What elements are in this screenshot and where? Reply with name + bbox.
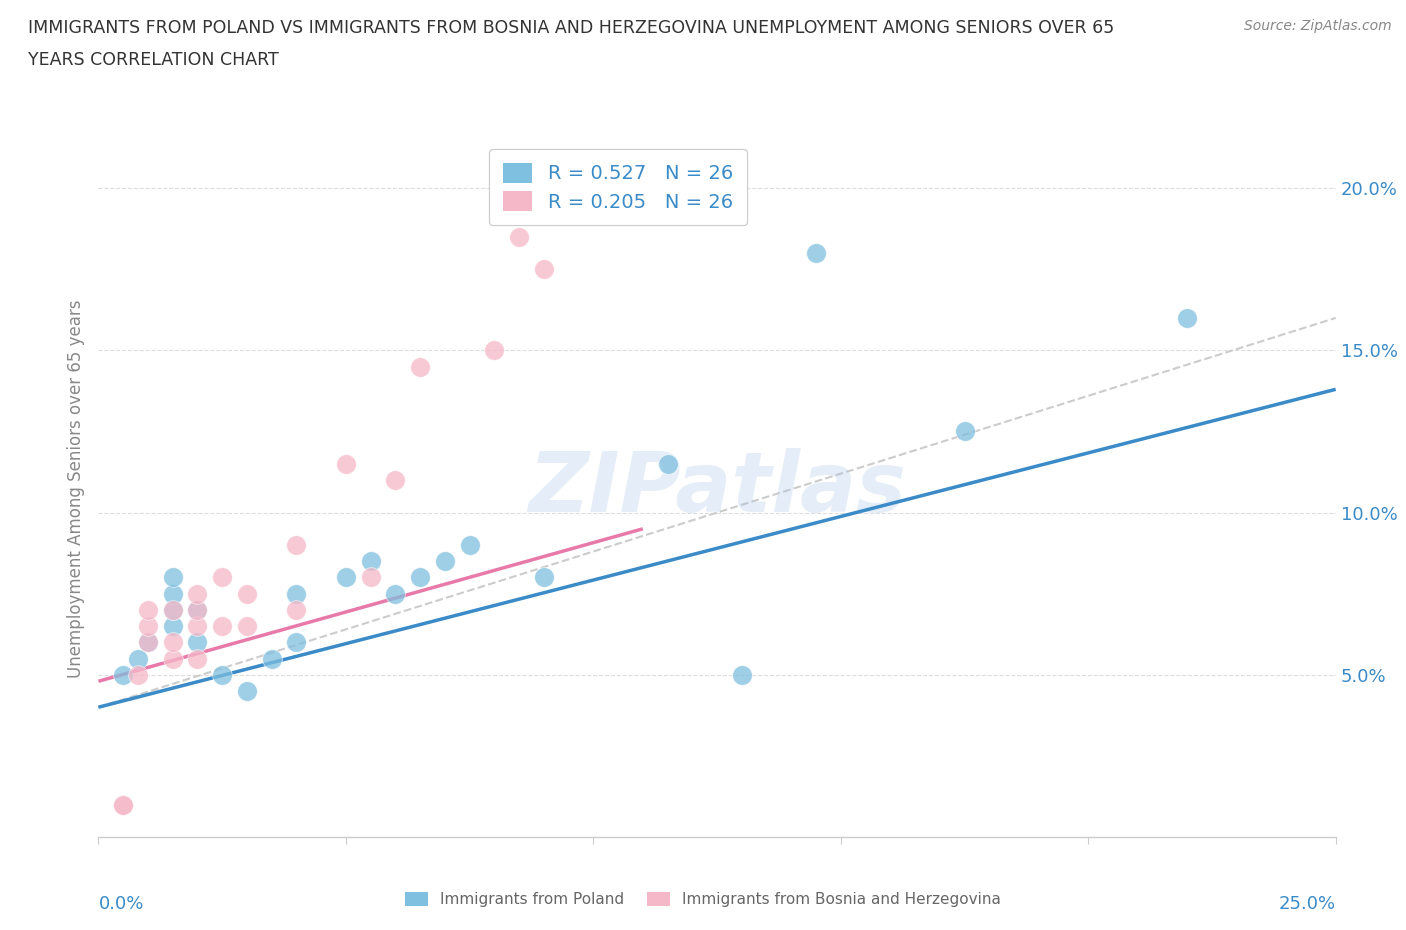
- Point: [136, 603, 159, 618]
- Point: [657, 457, 679, 472]
- Point: [186, 603, 208, 618]
- Point: [162, 603, 184, 618]
- Point: [162, 586, 184, 601]
- Point: [360, 553, 382, 568]
- Point: [186, 603, 208, 618]
- Point: [162, 603, 184, 618]
- Point: [804, 246, 827, 260]
- Point: [508, 230, 530, 245]
- Point: [211, 668, 233, 683]
- Point: [533, 262, 555, 277]
- Point: [112, 797, 135, 812]
- Legend: R = 0.527   N = 26, R = 0.205   N = 26: R = 0.527 N = 26, R = 0.205 N = 26: [489, 149, 747, 225]
- Point: [127, 651, 149, 666]
- Point: [335, 570, 357, 585]
- Point: [236, 684, 259, 698]
- Point: [136, 635, 159, 650]
- Point: [458, 538, 481, 552]
- Text: Source: ZipAtlas.com: Source: ZipAtlas.com: [1244, 19, 1392, 33]
- Point: [236, 618, 259, 633]
- Point: [236, 586, 259, 601]
- Point: [285, 635, 308, 650]
- Point: [260, 651, 283, 666]
- Point: [409, 570, 432, 585]
- Text: 0.0%: 0.0%: [98, 896, 143, 913]
- Y-axis label: Unemployment Among Seniors over 65 years: Unemployment Among Seniors over 65 years: [66, 299, 84, 677]
- Point: [127, 668, 149, 683]
- Point: [285, 586, 308, 601]
- Text: 25.0%: 25.0%: [1278, 896, 1336, 913]
- Point: [211, 570, 233, 585]
- Point: [112, 668, 135, 683]
- Point: [186, 651, 208, 666]
- Point: [409, 359, 432, 374]
- Point: [186, 618, 208, 633]
- Point: [211, 618, 233, 633]
- Point: [162, 570, 184, 585]
- Point: [1175, 311, 1198, 325]
- Point: [384, 472, 406, 487]
- Point: [384, 586, 406, 601]
- Point: [335, 457, 357, 472]
- Point: [285, 538, 308, 552]
- Point: [484, 343, 506, 358]
- Point: [433, 553, 456, 568]
- Point: [186, 586, 208, 601]
- Point: [136, 618, 159, 633]
- Point: [162, 618, 184, 633]
- Legend: Immigrants from Poland, Immigrants from Bosnia and Herzegovina: Immigrants from Poland, Immigrants from …: [399, 885, 1007, 913]
- Point: [953, 424, 976, 439]
- Point: [186, 635, 208, 650]
- Point: [162, 651, 184, 666]
- Point: [360, 570, 382, 585]
- Point: [731, 668, 754, 683]
- Point: [162, 635, 184, 650]
- Point: [112, 797, 135, 812]
- Text: IMMIGRANTS FROM POLAND VS IMMIGRANTS FROM BOSNIA AND HERZEGOVINA UNEMPLOYMENT AM: IMMIGRANTS FROM POLAND VS IMMIGRANTS FRO…: [28, 19, 1115, 36]
- Text: ZIPatlas: ZIPatlas: [529, 447, 905, 529]
- Point: [136, 635, 159, 650]
- Point: [285, 603, 308, 618]
- Point: [533, 570, 555, 585]
- Text: YEARS CORRELATION CHART: YEARS CORRELATION CHART: [28, 51, 278, 69]
